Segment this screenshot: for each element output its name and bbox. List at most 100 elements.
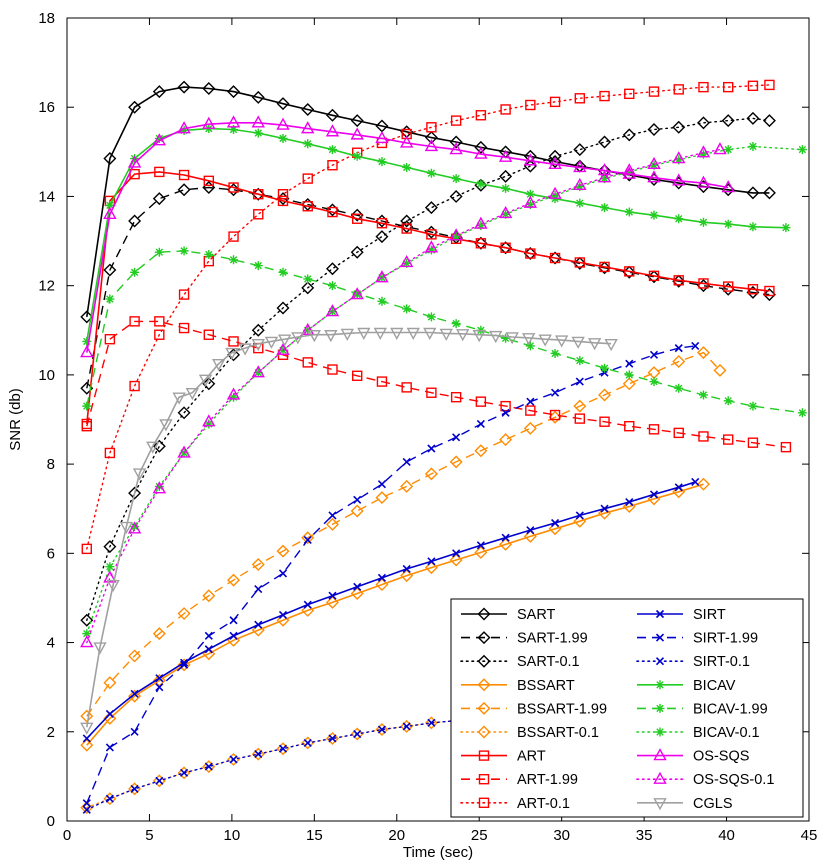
data-point-sart [449, 135, 463, 149]
data-point-sirt-1-99 [353, 495, 362, 504]
data-point-art-1-99 [599, 416, 610, 427]
legend-label-bssart-0-1: BSSART-0.1 [517, 725, 599, 741]
data-point-art-1-99 [401, 382, 412, 393]
legend-marker-bssart [477, 678, 491, 692]
data-point-sart-0-1 [696, 116, 710, 130]
data-point-sirt-1-99 [501, 408, 510, 417]
series-sirt-1-99 [82, 341, 700, 808]
legend-label-sart: SART [517, 607, 556, 623]
data-point-art-1-99 [698, 431, 709, 442]
data-point-os-sqs [672, 173, 686, 186]
data-point-bicav-1-99 [154, 247, 164, 257]
data-point-sart [276, 97, 290, 111]
x-tick-label: 5 [145, 827, 153, 844]
data-point-bssart-0-1 [301, 736, 315, 750]
data-point-cgls [522, 333, 536, 346]
data-point-sart-1-99 [350, 208, 364, 222]
data-point-bicav-0-1 [600, 174, 610, 184]
data-point-art [624, 266, 635, 277]
data-point-bssart-1-99 [128, 649, 142, 663]
legend-marker-cgls [653, 798, 667, 811]
data-point-sart-1-99 [128, 214, 142, 228]
data-point-sirt-1-99 [402, 457, 411, 466]
series-line-sart [86, 86, 770, 318]
data-point-art [723, 281, 734, 292]
data-point-bicav-0-1 [501, 209, 511, 219]
data-point-cgls [93, 642, 107, 655]
legend-entry-sirt-0-1: SIRT-0.1 [636, 654, 750, 670]
data-point-bicav [105, 200, 115, 210]
data-point-os-sqs [80, 345, 94, 358]
data-point-bicav-1-99 [130, 267, 140, 277]
data-point-bssart-0-1 [400, 719, 414, 733]
data-point-bssart-1-99 [696, 346, 710, 360]
data-point-sirt [691, 477, 700, 487]
data-point-art [154, 166, 165, 178]
series-line-os-sqs [86, 122, 729, 353]
legend-entry-art: ART [461, 749, 546, 765]
data-point-cgls [554, 335, 569, 348]
x-tick-label: 30 [553, 827, 570, 844]
data-point-cgls [456, 329, 470, 342]
data-point-os-sqs-0-1 [301, 322, 315, 335]
legend-marker-sirt-0-1 [655, 657, 665, 666]
legend-label-sart-0-1: SART-0.1 [517, 654, 580, 670]
data-point-art-1-99 [500, 400, 511, 412]
data-point-os-sqs-0-1 [251, 365, 265, 378]
data-point-sirt-1-99 [452, 433, 461, 442]
data-point-bssart-0-1 [424, 716, 438, 730]
data-point-sirt-1-99 [674, 344, 683, 353]
data-point-bicav-1-99 [674, 383, 684, 393]
data-point-os-sqs [523, 153, 538, 166]
data-point-sart-1-99 [301, 197, 315, 211]
legend-label-bssart-1-99: BSSART-1.99 [517, 701, 607, 717]
data-point-art-0-1 [129, 380, 140, 392]
data-point-art-1-99 [574, 413, 586, 424]
y-tick-label: 12 [38, 278, 55, 295]
data-point-art [277, 195, 289, 207]
data-point-bicav-1-99 [327, 281, 337, 291]
legend-label-sirt-1-99: SIRT-1.99 [693, 631, 758, 647]
data-point-art-0-1 [698, 81, 709, 93]
data-point-cgls [277, 334, 292, 347]
data-point-sirt-0-1 [353, 729, 362, 739]
data-point-os-sqs [276, 117, 290, 130]
data-point-os-sqs-0-1 [325, 304, 340, 317]
data-point-sart [350, 114, 364, 128]
legend-entry-art-0-1: ART-0.1 [460, 796, 570, 812]
data-point-bssart-1-99 [400, 479, 414, 493]
data-point-sirt-1-99 [328, 511, 337, 520]
data-point-sart-0-1 [202, 377, 216, 391]
data-point-sirt-0-1 [130, 784, 139, 793]
data-point-os-sqs-0-1 [80, 635, 94, 648]
data-point-os-sqs-0-1 [647, 156, 661, 170]
series-line-art-1-99 [86, 320, 786, 448]
data-point-art-0-1 [525, 99, 536, 111]
data-point-bicav-0-1 [649, 160, 659, 170]
data-point-os-sqs [498, 149, 513, 162]
data-point-sart-0-1 [375, 230, 389, 244]
data-point-bicav [698, 217, 708, 227]
x-tick-label: 20 [388, 827, 405, 844]
data-point-bssart-1-99 [202, 589, 216, 603]
data-point-bicav-1-99 [550, 348, 560, 358]
data-point-bicav-1-99 [303, 274, 313, 284]
data-point-bicav-1-99 [377, 296, 387, 306]
data-point-sirt [328, 591, 337, 600]
data-point-bssart [80, 738, 94, 752]
data-point-sirt-1-99 [625, 359, 634, 368]
data-point-bicav [278, 133, 288, 143]
data-point-sart-1-99 [762, 288, 776, 302]
legend-entry-bicav-1-99: BICAV-1.99 [637, 701, 768, 717]
data-point-sart [474, 140, 488, 154]
data-point-bssart-1-99 [227, 573, 241, 587]
data-point-sart [152, 85, 166, 99]
data-point-bicav [781, 223, 791, 233]
data-point-sirt [180, 658, 189, 667]
legend-marker-sirt-1-99 [655, 633, 665, 642]
data-point-art-1-99 [475, 396, 487, 407]
legend-entry-sart-0-1: SART-0.1 [460, 654, 580, 670]
data-point-bssart-1-99 [325, 517, 339, 531]
legend-entry-cgls: CGLS [637, 796, 733, 812]
legend-marker-sart-1-99 [477, 631, 491, 645]
